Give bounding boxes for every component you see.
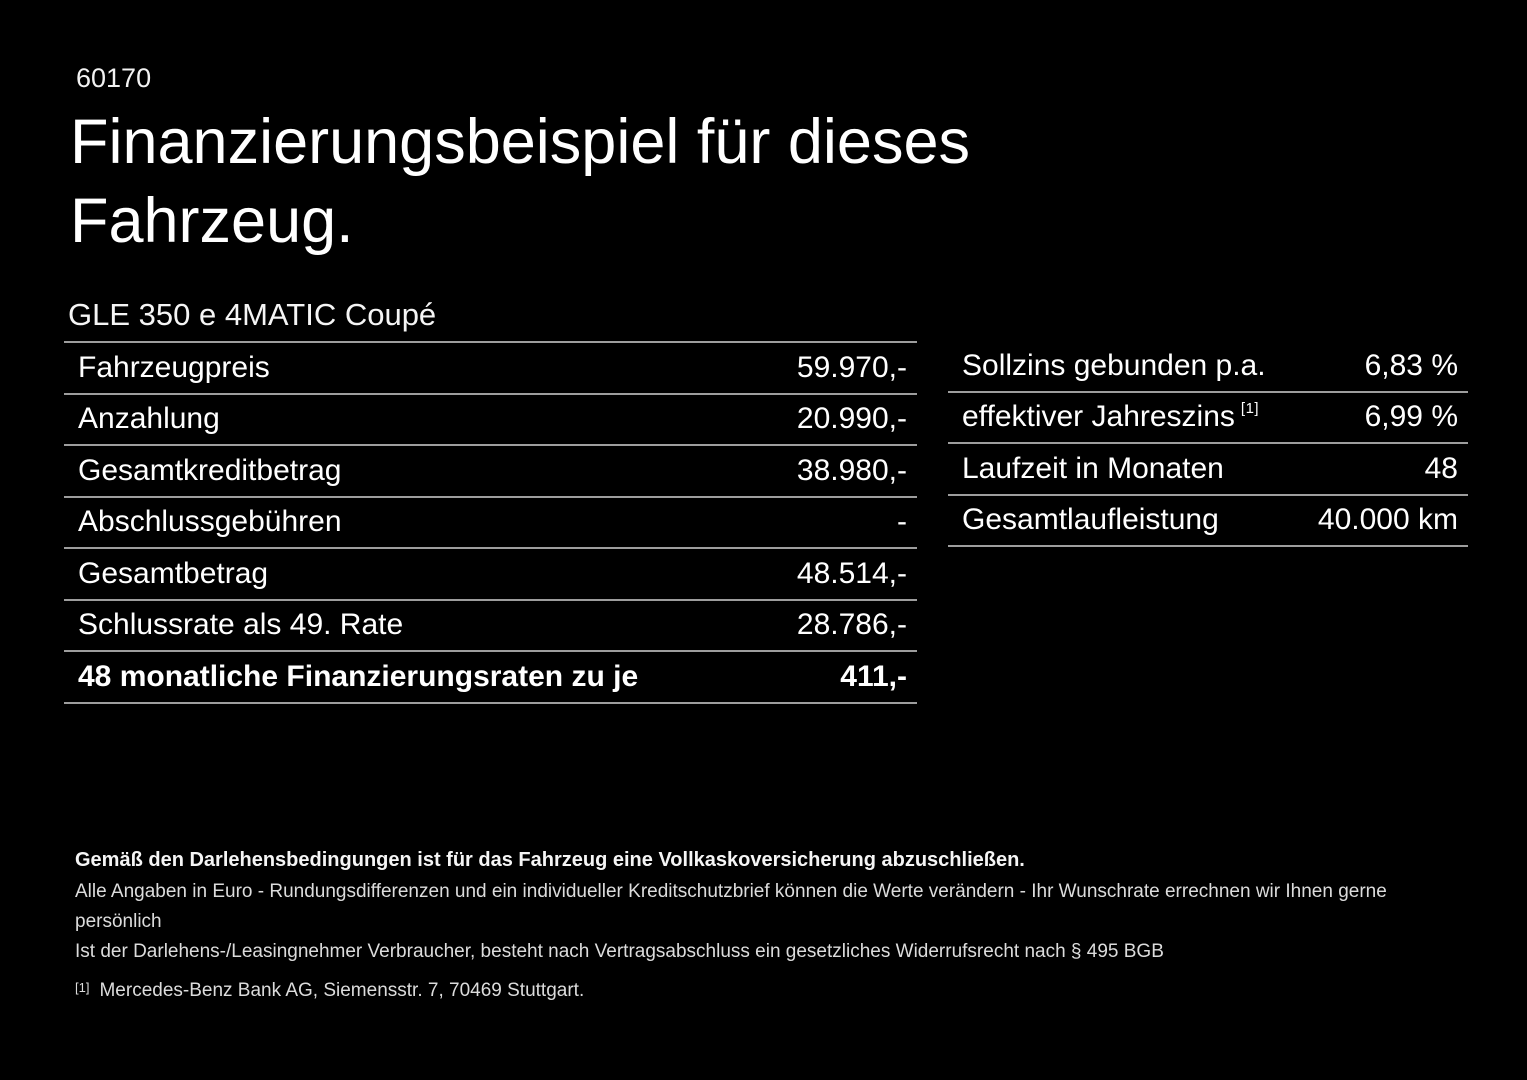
row-value: 48 xyxy=(1424,451,1458,485)
table-row: Laufzeit in Monaten 48 xyxy=(948,444,1468,496)
row-label: 48 monatliche Finanzierungsraten zu je xyxy=(78,659,639,693)
row-label: Gesamtlaufleistung xyxy=(962,503,1219,537)
row-label-text: effektiver Jahreszins xyxy=(962,400,1235,434)
row-label: Laufzeit in Monaten xyxy=(962,451,1224,485)
conditions-table: Sollzins gebunden p.a. 6,83 % effektiver… xyxy=(948,341,1468,704)
row-value: 28.786,- xyxy=(796,608,907,642)
finance-table: Fahrzeugpreis 59.970,- Anzahlung 20.990,… xyxy=(64,341,917,704)
row-label: Schlussrate als 49. Rate xyxy=(78,608,404,642)
row-value: 20.990,- xyxy=(796,402,907,436)
row-value: 411,- xyxy=(840,659,907,693)
row-value: 48.514,- xyxy=(796,556,907,590)
disclaimer-line-1: Alle Angaben in Euro - Rundungsdifferenz… xyxy=(75,881,1387,932)
legal-footer: Gemäß den Darlehensbedingungen ist für d… xyxy=(75,845,1475,1006)
table-row: Gesamtlaufleistung 40.000 km xyxy=(948,496,1468,547)
table-row: Gesamtbetrag 48.514,- xyxy=(64,549,917,601)
insurance-note: Gemäß den Darlehensbedingungen ist für d… xyxy=(75,849,1025,871)
doc-number: 60170 xyxy=(76,63,152,93)
finance-tables: Fahrzeugpreis 59.970,- Anzahlung 20.990,… xyxy=(64,341,1468,704)
vehicle-model: GLE 350 e 4MATIC Coupé xyxy=(68,297,437,332)
row-label: Sollzins gebunden p.a. xyxy=(962,348,1266,382)
table-row: Abschlussgebühren - xyxy=(64,498,917,549)
row-label: effektiver Jahreszins [1] xyxy=(962,400,1259,434)
row-label: Gesamtkreditbetrag xyxy=(78,453,342,487)
row-label: Anzahlung xyxy=(78,402,220,436)
row-value: 40.000 km xyxy=(1317,503,1458,537)
table-row: Sollzins gebunden p.a. 6,83 % xyxy=(948,341,1468,393)
footnote-text: Mercedes-Benz Bank AG, Siemensstr. 7, 70… xyxy=(99,980,585,1001)
table-row: Gesamtkreditbetrag 38.980,- xyxy=(64,446,917,498)
table-row: Schlussrate als 49. Rate 28.786,- xyxy=(64,601,917,652)
table-row: Anzahlung 20.990,- xyxy=(64,395,917,446)
row-value: - xyxy=(897,505,907,539)
row-label: Gesamtbetrag xyxy=(78,556,269,590)
page-title: Finanzierungsbeispiel für dieses Fahrzeu… xyxy=(70,107,970,256)
row-label: Abschlussgebühren xyxy=(78,505,342,539)
table-row: effektiver Jahreszins [1] 6,99 % xyxy=(948,393,1468,444)
disclaimer-line-2: Ist der Darlehens-/Leasingnehmer Verbrau… xyxy=(75,941,1164,962)
row-value: 6,99 % xyxy=(1364,400,1458,434)
table-row: Fahrzeugpreis 59.970,- xyxy=(64,343,917,395)
row-value: 59.970,- xyxy=(796,350,907,384)
footnote: [1] Mercedes-Benz Bank AG, Siemensstr. 7,… xyxy=(75,973,1475,1006)
row-label: Fahrzeugpreis xyxy=(78,350,270,384)
row-value: 38.980,- xyxy=(796,453,907,487)
footnote-marker: [1] xyxy=(1240,400,1260,418)
row-value: 6,83 % xyxy=(1364,348,1458,382)
table-row-monthly-rate: 48 monatliche Finanzierungsraten zu je 4… xyxy=(64,652,917,704)
footnote-marker: [1] xyxy=(75,980,90,995)
